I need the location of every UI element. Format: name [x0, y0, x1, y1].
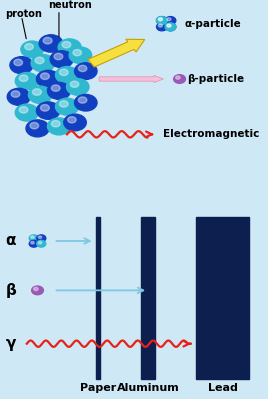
- Circle shape: [158, 18, 162, 21]
- Circle shape: [15, 73, 38, 89]
- Circle shape: [75, 63, 97, 79]
- Circle shape: [78, 97, 87, 103]
- Circle shape: [29, 241, 38, 247]
- Circle shape: [15, 104, 38, 121]
- Circle shape: [165, 17, 176, 24]
- Circle shape: [19, 107, 28, 113]
- Text: β-particle: β-particle: [188, 74, 245, 84]
- Circle shape: [167, 18, 171, 21]
- Circle shape: [31, 236, 34, 239]
- Text: Electromagnetic: Electromagnetic: [163, 129, 260, 139]
- Circle shape: [50, 51, 73, 68]
- Circle shape: [32, 286, 43, 295]
- Circle shape: [37, 235, 46, 241]
- Circle shape: [157, 23, 167, 31]
- Circle shape: [59, 69, 68, 75]
- Circle shape: [19, 75, 28, 81]
- Circle shape: [64, 114, 86, 131]
- Circle shape: [28, 86, 52, 103]
- Text: Lead: Lead: [207, 383, 237, 393]
- Circle shape: [47, 118, 70, 135]
- Circle shape: [157, 17, 167, 24]
- Circle shape: [176, 76, 180, 79]
- Text: neutron: neutron: [48, 0, 92, 10]
- Bar: [96, 217, 100, 379]
- Circle shape: [73, 49, 81, 56]
- Circle shape: [47, 82, 70, 99]
- Circle shape: [34, 287, 38, 290]
- Circle shape: [59, 101, 68, 107]
- Circle shape: [78, 65, 87, 71]
- Circle shape: [55, 98, 79, 115]
- Circle shape: [167, 24, 171, 27]
- Text: α: α: [5, 233, 16, 249]
- Circle shape: [32, 89, 41, 95]
- Circle shape: [31, 55, 55, 72]
- Circle shape: [51, 120, 60, 127]
- Text: γ: γ: [6, 336, 16, 351]
- Bar: [141, 217, 155, 379]
- Circle shape: [11, 91, 20, 97]
- Circle shape: [40, 105, 49, 111]
- Circle shape: [58, 39, 81, 56]
- Circle shape: [31, 241, 34, 244]
- Circle shape: [157, 17, 167, 24]
- Circle shape: [21, 41, 43, 58]
- Text: α-particle: α-particle: [185, 19, 242, 29]
- Circle shape: [40, 73, 49, 79]
- Circle shape: [51, 85, 60, 91]
- Circle shape: [26, 120, 49, 137]
- FancyArrow shape: [99, 75, 163, 83]
- Bar: [196, 217, 249, 379]
- Circle shape: [29, 235, 38, 241]
- Circle shape: [55, 67, 79, 83]
- Circle shape: [35, 57, 44, 64]
- Circle shape: [70, 81, 79, 87]
- Text: proton: proton: [5, 9, 42, 19]
- Circle shape: [25, 43, 33, 50]
- Circle shape: [10, 57, 33, 74]
- Circle shape: [39, 35, 63, 52]
- Circle shape: [75, 95, 97, 111]
- Circle shape: [68, 117, 76, 123]
- Circle shape: [38, 241, 42, 244]
- Circle shape: [66, 79, 89, 95]
- Text: Paper: Paper: [80, 383, 116, 393]
- Circle shape: [158, 24, 162, 27]
- Circle shape: [36, 102, 60, 119]
- Circle shape: [43, 38, 52, 44]
- Text: Aluminum: Aluminum: [117, 383, 180, 393]
- Circle shape: [7, 88, 30, 105]
- Circle shape: [69, 47, 92, 63]
- Circle shape: [158, 18, 162, 21]
- Circle shape: [165, 23, 176, 31]
- Circle shape: [62, 41, 71, 48]
- Circle shape: [14, 59, 23, 66]
- Circle shape: [174, 75, 185, 83]
- Circle shape: [165, 23, 176, 31]
- FancyArrow shape: [88, 39, 145, 67]
- Circle shape: [30, 122, 39, 129]
- Circle shape: [37, 241, 46, 247]
- Text: β: β: [5, 283, 16, 298]
- Circle shape: [54, 53, 63, 60]
- Circle shape: [167, 24, 171, 27]
- Circle shape: [36, 70, 60, 88]
- Circle shape: [38, 236, 42, 239]
